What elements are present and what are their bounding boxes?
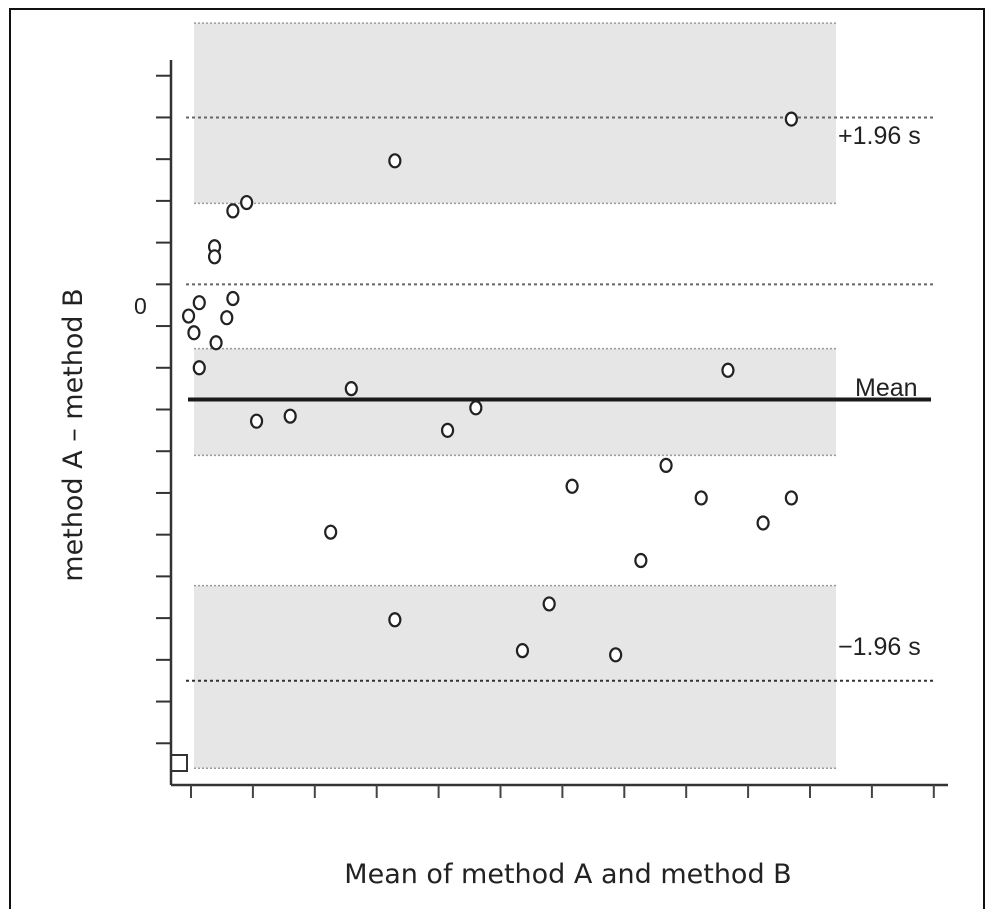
data-point [756, 515, 770, 531]
x-axis-title: Mean of method A and method B [344, 859, 791, 890]
upper-limit-label: +1.96 s [838, 122, 921, 150]
data-point [283, 408, 297, 424]
labels: +1.96 s Mean −1.96 s 0 Mean of method A … [58, 122, 921, 890]
data-point [784, 111, 798, 127]
data-point [388, 612, 402, 628]
data-point [249, 413, 264, 429]
data-point [226, 290, 240, 307]
data-point [324, 524, 338, 540]
band-mean [194, 348, 836, 456]
data-point [784, 490, 798, 506]
data-point [721, 362, 735, 378]
axes [156, 60, 948, 798]
data-point [469, 400, 483, 416]
data-point [209, 335, 223, 351]
band-upper [194, 23, 836, 204]
reference-lines [186, 116, 934, 682]
lower-limit-label: −1.96 s [838, 633, 921, 661]
data-point [565, 478, 579, 494]
figure-frame [9, 8, 985, 909]
data-point [388, 153, 402, 169]
data-point [659, 457, 673, 474]
data-point [344, 381, 358, 397]
data-point [694, 490, 708, 506]
data-points [181, 111, 798, 663]
data-point [220, 310, 234, 326]
y-axis-title: method A – method B [58, 288, 89, 581]
mean-label: Mean [855, 374, 918, 402]
data-point [240, 194, 254, 211]
data-point [192, 295, 206, 311]
data-point [181, 308, 196, 324]
origin-marker [170, 754, 188, 772]
data-point [542, 596, 556, 612]
confidence-bands [194, 22, 836, 770]
data-point [207, 249, 222, 265]
data-point [634, 552, 648, 569]
data-point [440, 422, 455, 438]
data-point [609, 647, 623, 663]
data-point [187, 325, 201, 341]
band-lower [194, 585, 836, 769]
data-point [192, 360, 206, 376]
data-point [226, 203, 240, 219]
data-point [515, 643, 530, 659]
y-tick-label-zero: 0 [134, 293, 147, 319]
